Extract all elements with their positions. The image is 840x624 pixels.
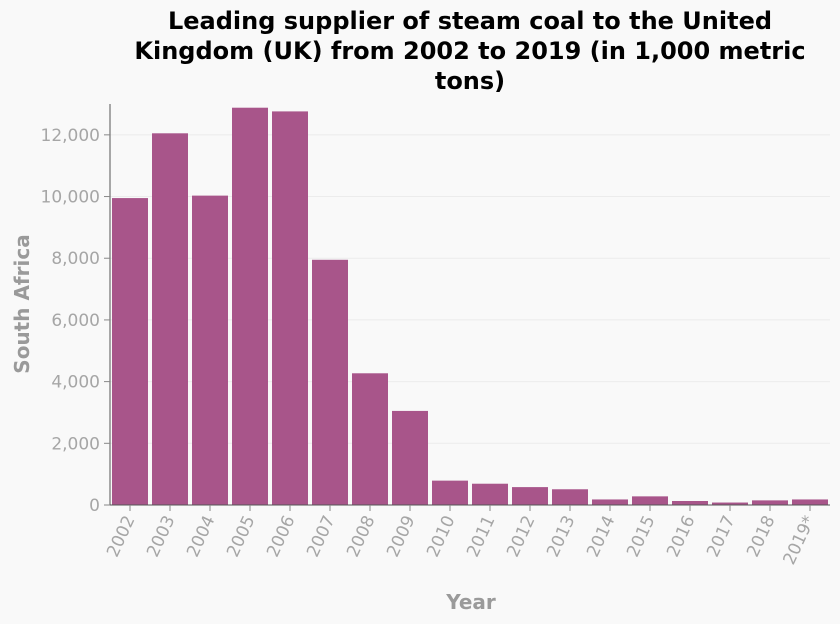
x-tick-label: 2013 — [543, 513, 579, 561]
y-tick-label: 4,000 — [51, 373, 100, 393]
bar-2012 — [512, 487, 548, 505]
bars — [112, 107, 828, 506]
chart-title: Leading supplier of steam coal to the Un… — [134, 7, 806, 95]
axes — [109, 104, 830, 506]
x-tick-label: 2007 — [303, 513, 339, 561]
bar-2017 — [712, 502, 748, 505]
bar-2008 — [352, 373, 388, 505]
y-axis-title: South Africa — [10, 234, 34, 373]
x-tick-label: 2015 — [623, 513, 659, 561]
bar-2002 — [112, 198, 148, 506]
x-tick-label: 2003 — [143, 513, 179, 561]
y-tick-label: 12,000 — [41, 126, 100, 146]
x-tick-label: 2011 — [463, 513, 499, 561]
y-tick-labels: 0 2,000 4,000 6,000 8,000 10,000 12,000 — [41, 126, 110, 516]
bar-2015 — [632, 496, 668, 505]
bar-2014 — [592, 499, 628, 505]
bar-2006 — [272, 111, 308, 505]
x-tick-label: 2009 — [383, 513, 419, 561]
bar-2003 — [152, 133, 188, 506]
x-tick-label: 2018 — [743, 513, 779, 561]
bar-2016 — [672, 500, 708, 505]
y-tick-label: 10,000 — [41, 188, 100, 208]
x-tick-label: 2008 — [343, 513, 379, 561]
bar-2004 — [192, 195, 228, 505]
bar-2019 — [792, 499, 828, 505]
bar-2010 — [432, 480, 468, 505]
bar-2018 — [752, 500, 788, 505]
x-tick-label: 2017 — [703, 513, 739, 561]
x-tick-label: 2019* — [780, 513, 820, 568]
x-tick-label: 2005 — [223, 513, 259, 561]
bar-2011 — [472, 483, 508, 505]
x-tick-label: 2016 — [663, 513, 699, 561]
x-tick-label: 2004 — [183, 513, 219, 561]
x-tick-label: 2006 — [263, 513, 299, 561]
bar-2013 — [552, 489, 588, 505]
y-tick-label: 0 — [89, 496, 100, 516]
x-tick-label: 2012 — [503, 513, 539, 561]
x-tick-labels: 2002 2003 2004 2005 2006 2007 2008 2009 2010 2011… — [103, 505, 820, 568]
y-tick-label: 6,000 — [51, 311, 100, 331]
x-tick-label: 2002 — [103, 513, 139, 561]
x-tick-label: 2014 — [583, 513, 619, 561]
bar-2009 — [392, 410, 428, 505]
bar-2005 — [232, 107, 268, 505]
x-axis-title: Year — [445, 590, 496, 614]
bar-2007 — [312, 259, 348, 505]
y-tick-label: 2,000 — [51, 434, 100, 454]
y-tick-label: 8,000 — [51, 249, 100, 269]
x-tick-label: 2010 — [423, 513, 459, 561]
